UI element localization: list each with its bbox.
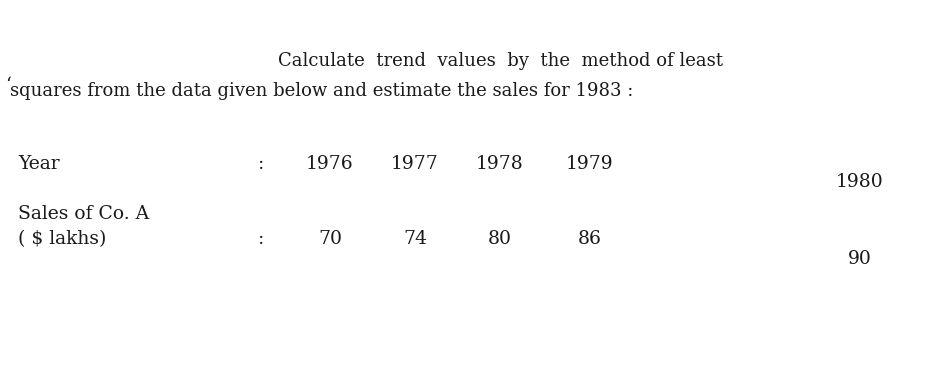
Text: Sales of Co. A: Sales of Co. A bbox=[18, 205, 149, 223]
Text: 1979: 1979 bbox=[566, 155, 614, 173]
Text: squares from the data given below and estimate the sales for 1983 :: squares from the data given below and es… bbox=[10, 82, 633, 100]
Text: 70: 70 bbox=[318, 230, 342, 248]
Text: ‘: ‘ bbox=[5, 76, 11, 94]
Text: Year: Year bbox=[18, 155, 60, 173]
Text: 90: 90 bbox=[848, 250, 872, 268]
Text: 1980: 1980 bbox=[836, 173, 884, 191]
Text: 1976: 1976 bbox=[306, 155, 353, 173]
Text: 1978: 1978 bbox=[476, 155, 524, 173]
Text: 80: 80 bbox=[488, 230, 512, 248]
Text: 74: 74 bbox=[403, 230, 427, 248]
Text: :: : bbox=[258, 155, 264, 173]
Text: ( $ lakhs): ( $ lakhs) bbox=[18, 230, 106, 248]
Text: Calculate  trend  values  by  the  method of least: Calculate trend values by the method of … bbox=[277, 52, 723, 70]
Text: 86: 86 bbox=[578, 230, 602, 248]
Text: :: : bbox=[258, 230, 264, 248]
Text: 1977: 1977 bbox=[392, 155, 439, 173]
